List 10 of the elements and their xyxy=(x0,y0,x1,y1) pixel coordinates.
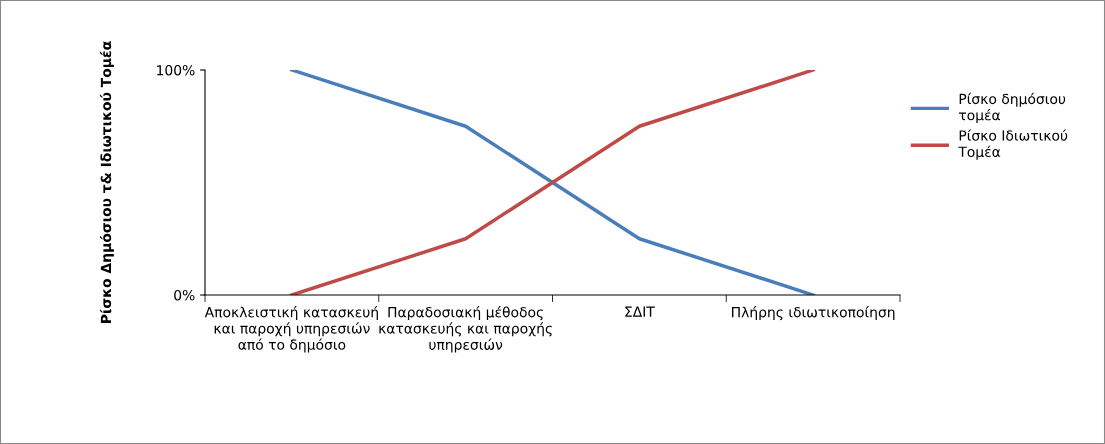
legend-label: Ρίσκο Ιδιωτικού Τομέα xyxy=(958,129,1068,160)
x-tick-label: ΣΔΙΤ xyxy=(625,306,655,317)
y-tick-label: 100% xyxy=(157,64,195,76)
line-series xyxy=(290,70,815,295)
x-tick-label: Αποκλειστική κατασκευή και παροχή υπηρεσιών από το δημόσιο xyxy=(204,306,378,353)
x-tick-label: Πλήρης ιδιωτικοποίηση xyxy=(732,306,895,321)
legend-label: Ρίσκο δημόσιου τομέα xyxy=(959,92,1066,124)
y-tick-label: 0% xyxy=(174,289,195,301)
y-axis-title: Ρίσκο Δημόσιου τ& Ιδιωτικού Τομέα xyxy=(99,41,114,323)
x-tick-label: Παραδοσιακή μέθοδος κατασκευής και παροχής υπηρεσιών xyxy=(379,306,552,353)
